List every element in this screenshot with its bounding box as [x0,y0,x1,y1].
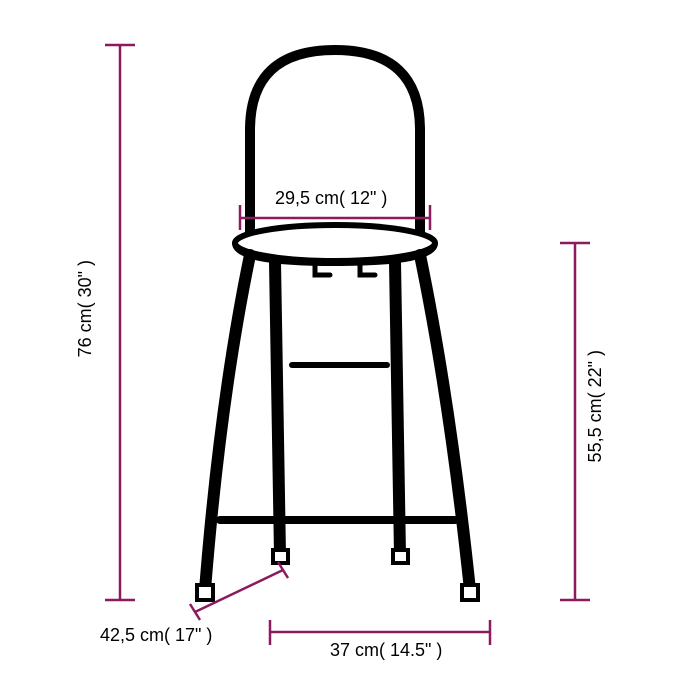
base-depth-label: 42,5 cm( 17" ) [100,625,212,646]
chair-outline [197,50,478,600]
seat-width-label: 29,5 cm( 12" ) [275,188,387,209]
seat-height-label: 55,5 cm( 22" ) [585,350,606,462]
base-width-label: 37 cm( 14.5" ) [330,640,442,661]
dimension-lines [105,45,590,645]
total-height-label: 76 cm( 30" ) [75,260,96,357]
